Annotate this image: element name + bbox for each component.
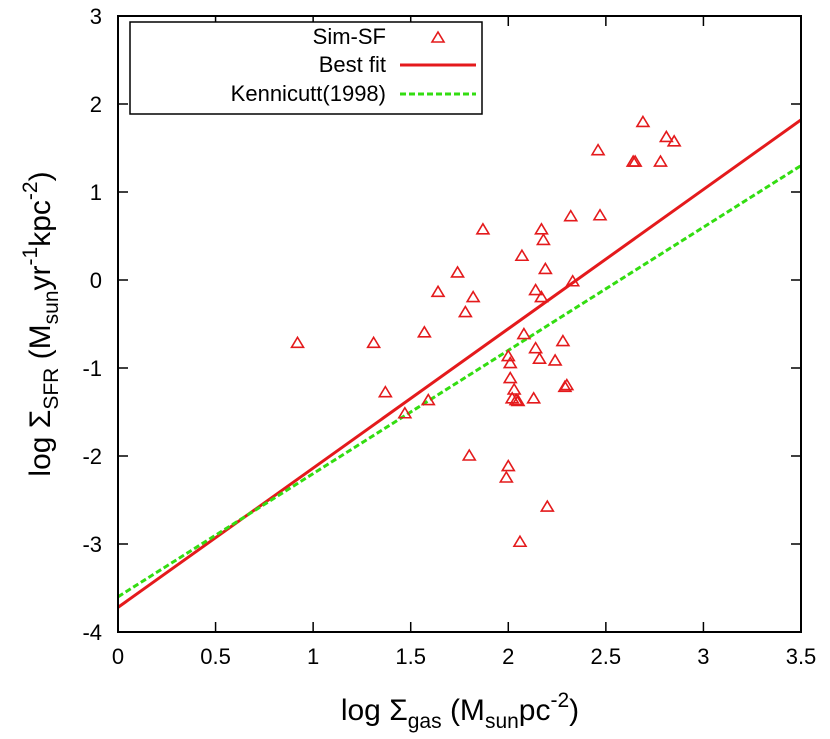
data-point: [535, 232, 551, 246]
fit-lines: [117, 118, 802, 609]
data-point: [539, 499, 555, 512]
data-point: [526, 391, 542, 404]
data-point: [528, 283, 544, 296]
y-tick-label: -4: [82, 620, 102, 645]
data-point: [532, 351, 547, 364]
kennicutt-line: [117, 164, 802, 599]
data-point: [563, 209, 579, 222]
data-point: [377, 385, 393, 398]
y-tick-label: -2: [82, 444, 102, 469]
y-tick-label: -3: [82, 532, 102, 557]
data-point: [666, 134, 682, 147]
data-point: [512, 534, 528, 548]
data-point: [498, 470, 514, 483]
legend-marker-sim-sf: [430, 30, 446, 43]
data-point: [430, 284, 446, 298]
data-point: [502, 371, 518, 384]
data-point: [635, 114, 651, 128]
data-point: [658, 129, 674, 143]
x-tick-label: 2.5: [591, 644, 622, 669]
data-point: [510, 393, 526, 407]
data-point: [420, 393, 436, 406]
data-point: [508, 393, 524, 406]
legend: Sim-SF Best fit Kennicutt(1998): [129, 21, 483, 115]
data-point: [514, 248, 530, 262]
best-fit-line: [117, 118, 802, 609]
data-point: [457, 305, 473, 318]
data-point: [590, 143, 606, 156]
x-tick-label: 2: [502, 644, 514, 669]
x-tick-label: 0.5: [200, 644, 231, 669]
tick-labels: 0 0.5 1 1.5 2 2.5 3 3.5 -4 -3 -2 -1 0 1 2 3: [82, 4, 816, 669]
plot-frame: [117, 15, 802, 633]
data-point: [397, 406, 413, 419]
data-point: [465, 290, 481, 303]
data-point: [461, 448, 477, 461]
legend-label-kennicutt: Kennicutt(1998): [231, 81, 386, 106]
data-point: [502, 356, 518, 369]
data-point: [475, 222, 491, 235]
x-tick-label: 0: [112, 644, 124, 669]
data-point: [565, 274, 581, 287]
data-point: [506, 382, 522, 395]
data-point: [592, 208, 608, 221]
y-tick-label: 2: [90, 92, 102, 117]
legend-label-sim-sf: Sim-SF: [313, 24, 386, 49]
x-tick-label: 3.5: [786, 644, 817, 669]
data-point: [416, 325, 432, 338]
data-point: [534, 222, 549, 235]
data-point: [290, 335, 305, 349]
data-point: [534, 290, 549, 303]
data-point: [555, 334, 571, 347]
y-axis-title: log ΣSFR (Msunyr-1kpc-2): [19, 171, 63, 476]
legend-box: [129, 21, 483, 115]
data-point: [547, 353, 563, 366]
x-tick-label: 3: [697, 644, 709, 669]
data-point: [516, 327, 532, 340]
data-point: [450, 265, 465, 278]
data-point: [627, 154, 643, 167]
data-point: [559, 378, 575, 391]
data-point: [500, 349, 516, 362]
x-tick-label: 1.5: [395, 644, 426, 669]
data-point: [528, 341, 544, 354]
y-tick-label: 0: [90, 268, 102, 293]
y-tick-label: 3: [90, 4, 102, 29]
data-point: [500, 459, 516, 472]
data-point: [504, 391, 520, 404]
data-point: [653, 154, 668, 167]
y-tick-label: -1: [82, 356, 102, 381]
y-tick-label: 1: [90, 180, 102, 205]
x-axis-title: log Σgas (Msunpc-2): [341, 689, 579, 733]
data-point: [537, 261, 553, 275]
legend-label-best-fit: Best fit: [319, 52, 386, 77]
x-tick-label: 1: [307, 644, 319, 669]
data-point: [366, 335, 382, 349]
scatter-points: [290, 114, 682, 548]
